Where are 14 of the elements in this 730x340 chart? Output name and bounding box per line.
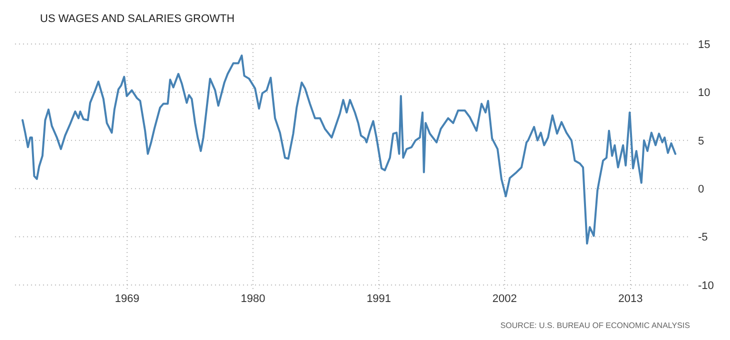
x-tick-label: 1969	[114, 293, 140, 305]
y-tick-label: 5	[698, 135, 704, 148]
y-tick-label: 15	[698, 38, 710, 51]
x-tick-label: 1980	[240, 293, 266, 305]
x-tick-label: 1991	[366, 293, 392, 305]
x-tick-label: 2002	[492, 293, 517, 305]
y-tick-label: 0	[698, 183, 704, 196]
y-tick-label: 10	[698, 87, 710, 100]
x-tick-label: 2013	[618, 293, 643, 305]
y-tick-label: -5	[698, 232, 708, 244]
chart-title: US WAGES AND SALARIES GROWTH	[40, 13, 235, 25]
y-tick-label: -10	[698, 280, 714, 292]
source-note: SOURCE: U.S. BUREAU OF ECONOMIC ANALYSIS	[500, 321, 690, 330]
line-series	[22, 54, 676, 245]
